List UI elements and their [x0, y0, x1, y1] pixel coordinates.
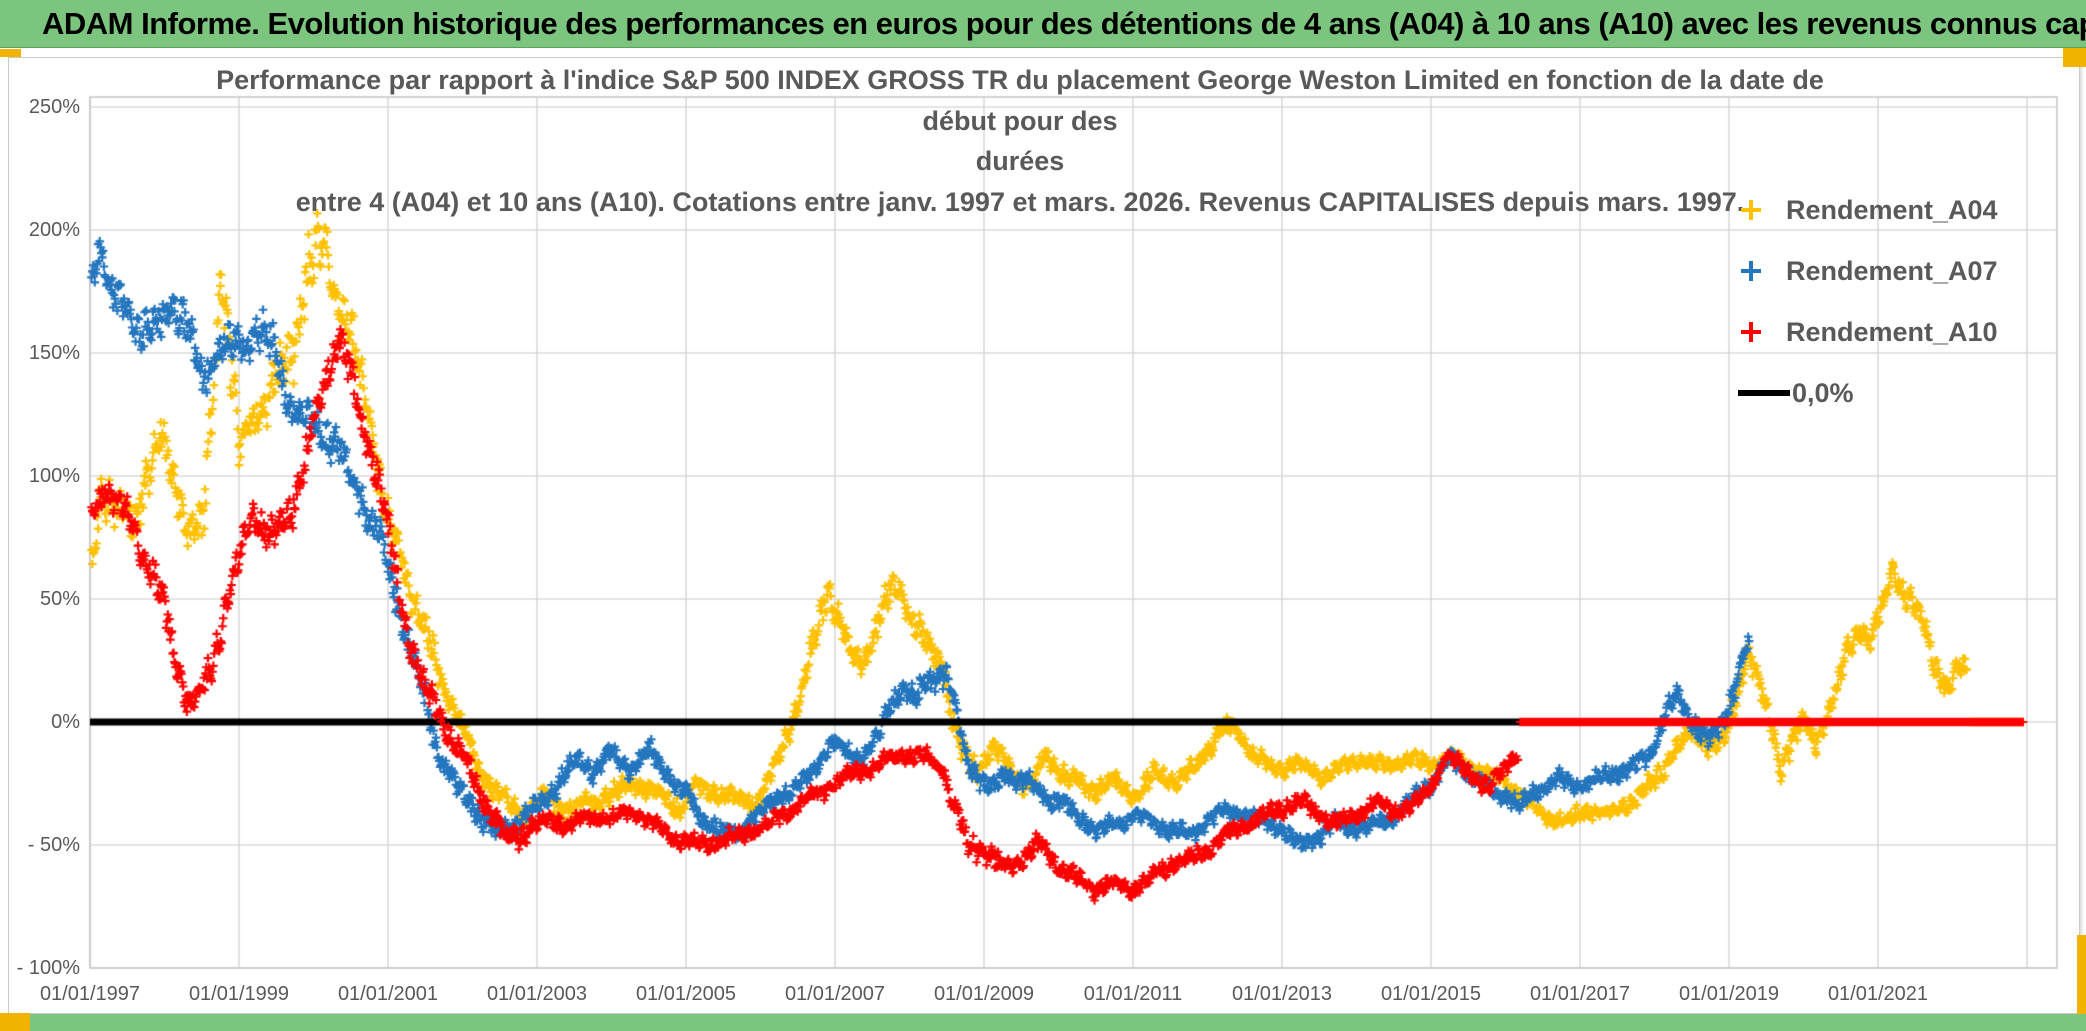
sheet-title-bar: ADAM Informe. Evolution historique des p…	[0, 0, 2086, 48]
plus-marker-icon	[1738, 197, 1764, 223]
yellow-border-fragment-bottom-left	[0, 1013, 30, 1031]
legend-item-rendement-a07: Rendement_A07	[1738, 249, 2068, 293]
chart-title: Performance par rapport à l'indice S&P 5…	[190, 60, 1850, 222]
y-tick-neg100: - 100%	[16, 957, 80, 979]
legend-label: Rendement_A10	[1786, 316, 1998, 347]
yellow-border-fragment-top-left	[0, 49, 21, 57]
chart-title-line3: entre 4 (A04) et 10 ans (A10). Cotations…	[295, 186, 1745, 217]
x-tick-2003: 01/01/2003	[486, 983, 588, 1005]
x-tick-2017: 01/01/2017	[1529, 983, 1631, 1005]
x-tick-2013: 01/01/2013	[1231, 983, 1333, 1005]
plus-marker-icon	[1738, 258, 1764, 284]
chart-title-line1: Performance par rapport à l'indice S&P 5…	[216, 65, 1824, 136]
x-tick-2009: 01/01/2009	[933, 983, 1035, 1005]
x-tick-2005: 01/01/2005	[635, 983, 737, 1005]
yellow-border-fragment-bottom-right	[2077, 935, 2086, 1018]
y-tick-200: 200%	[28, 219, 80, 241]
y-tick-250: 250%	[28, 96, 80, 118]
legend-label: Rendement_A04	[1786, 194, 1998, 225]
x-tick-2001: 01/01/2001	[337, 983, 439, 1005]
y-tick-neg50: - 50%	[27, 834, 80, 856]
y-tick-150: 150%	[28, 342, 80, 364]
plus-marker-icon	[1738, 319, 1764, 345]
x-tick-1999: 01/01/1999	[188, 983, 290, 1005]
legend-label: 0,0%	[1792, 377, 1854, 408]
y-tick-50: 50%	[39, 588, 80, 610]
legend-item-rendement-a10: Rendement_A10	[1738, 310, 2068, 354]
x-tick-2015: 01/01/2015	[1380, 983, 1482, 1005]
x-tick-1997: 01/01/1997	[39, 983, 141, 1005]
y-tick-0: 0%	[51, 711, 80, 733]
zero-line-icon	[1738, 390, 1790, 396]
x-tick-2019: 01/01/2019	[1678, 983, 1780, 1005]
chart-title-line2: durées	[975, 146, 1065, 176]
chart-legend: Rendement_A04 Rendement_A07 Rendement_A1…	[1738, 188, 2068, 432]
bottom-green-bar	[0, 1014, 2086, 1031]
x-tick-2011: 01/01/2011	[1083, 983, 1183, 1005]
sheet-title: ADAM Informe. Evolution historique des p…	[42, 5, 2086, 41]
legend-item-rendement-a04: Rendement_A04	[1738, 188, 2068, 232]
y-tick-100: 100%	[28, 465, 80, 487]
x-tick-2021: 01/01/2021	[1827, 983, 1929, 1005]
legend-label: Rendement_A07	[1786, 255, 1998, 286]
x-tick-2007: 01/01/2007	[784, 983, 886, 1005]
yellow-border-fragment-top-right	[2063, 48, 2086, 67]
legend-item-zero-line: 0,0%	[1738, 371, 2068, 415]
